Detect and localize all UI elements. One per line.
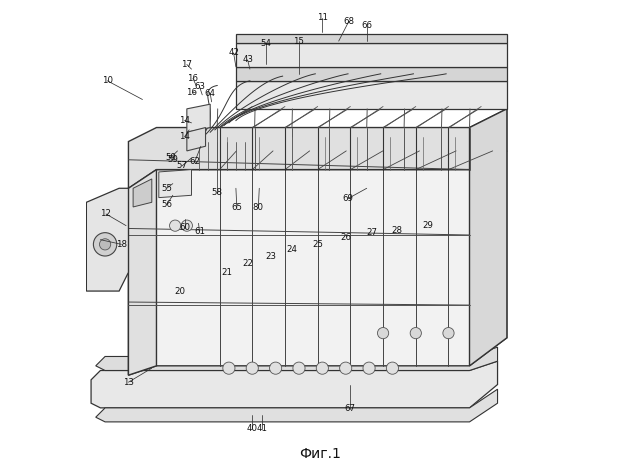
Text: 13: 13 [123, 378, 134, 387]
Circle shape [363, 362, 375, 374]
Text: 65: 65 [231, 204, 243, 212]
Circle shape [93, 233, 116, 256]
Text: 55: 55 [161, 184, 172, 193]
Text: 10: 10 [102, 76, 113, 86]
Polygon shape [91, 361, 497, 408]
Text: Фиг.1: Фиг.1 [299, 446, 341, 461]
Circle shape [223, 362, 235, 374]
Text: 59: 59 [165, 153, 176, 163]
Text: 61: 61 [194, 227, 205, 236]
Text: 59: 59 [168, 155, 179, 164]
Text: 63: 63 [194, 82, 205, 91]
Text: 28: 28 [392, 226, 403, 235]
Text: 60: 60 [179, 224, 190, 233]
Text: 66: 66 [361, 21, 372, 30]
Polygon shape [159, 170, 191, 197]
Text: 17: 17 [181, 60, 193, 69]
Polygon shape [470, 109, 507, 366]
Circle shape [443, 328, 454, 339]
Text: 14: 14 [179, 133, 190, 141]
Polygon shape [129, 151, 507, 375]
Text: 14: 14 [179, 116, 190, 125]
Polygon shape [96, 347, 497, 370]
Text: 20: 20 [174, 287, 186, 296]
Text: 43: 43 [242, 55, 253, 64]
Polygon shape [129, 109, 507, 188]
Text: 21: 21 [221, 268, 232, 277]
Text: 62: 62 [189, 157, 200, 166]
Text: 42: 42 [228, 48, 239, 57]
Circle shape [269, 362, 282, 374]
Text: 25: 25 [312, 240, 323, 249]
Text: 64: 64 [205, 89, 216, 98]
Polygon shape [236, 34, 507, 43]
Circle shape [316, 362, 328, 374]
Polygon shape [187, 104, 210, 132]
Circle shape [410, 328, 421, 339]
Text: 29: 29 [422, 221, 433, 230]
Circle shape [387, 362, 399, 374]
Text: 41: 41 [256, 424, 267, 433]
Text: 54: 54 [260, 39, 272, 48]
Text: 80: 80 [253, 204, 264, 212]
Circle shape [170, 220, 180, 231]
Text: 16: 16 [188, 74, 198, 83]
Circle shape [340, 362, 352, 374]
Circle shape [99, 239, 111, 250]
Text: 24: 24 [287, 245, 298, 254]
Polygon shape [236, 43, 507, 67]
Circle shape [293, 362, 305, 374]
Text: 58: 58 [212, 188, 223, 197]
Text: 15: 15 [294, 37, 305, 46]
Text: 11: 11 [317, 13, 328, 22]
Circle shape [181, 220, 193, 231]
Circle shape [246, 362, 259, 374]
Text: 67: 67 [345, 404, 356, 413]
Text: 22: 22 [242, 258, 253, 267]
Text: 12: 12 [100, 210, 111, 219]
Text: 23: 23 [266, 251, 276, 260]
Polygon shape [187, 127, 205, 151]
Text: 16: 16 [186, 88, 197, 97]
Text: 69: 69 [342, 194, 353, 203]
Text: 56: 56 [161, 200, 172, 209]
Text: 26: 26 [340, 233, 351, 242]
Polygon shape [96, 389, 497, 422]
Polygon shape [129, 170, 156, 375]
Text: 27: 27 [366, 228, 377, 237]
Text: 57: 57 [177, 161, 188, 170]
Text: 68: 68 [344, 16, 355, 25]
Polygon shape [236, 67, 507, 81]
Polygon shape [133, 179, 152, 207]
Polygon shape [236, 81, 507, 109]
Circle shape [378, 328, 388, 339]
Text: 18: 18 [116, 240, 127, 249]
Text: 40: 40 [247, 424, 258, 433]
Polygon shape [86, 188, 129, 291]
